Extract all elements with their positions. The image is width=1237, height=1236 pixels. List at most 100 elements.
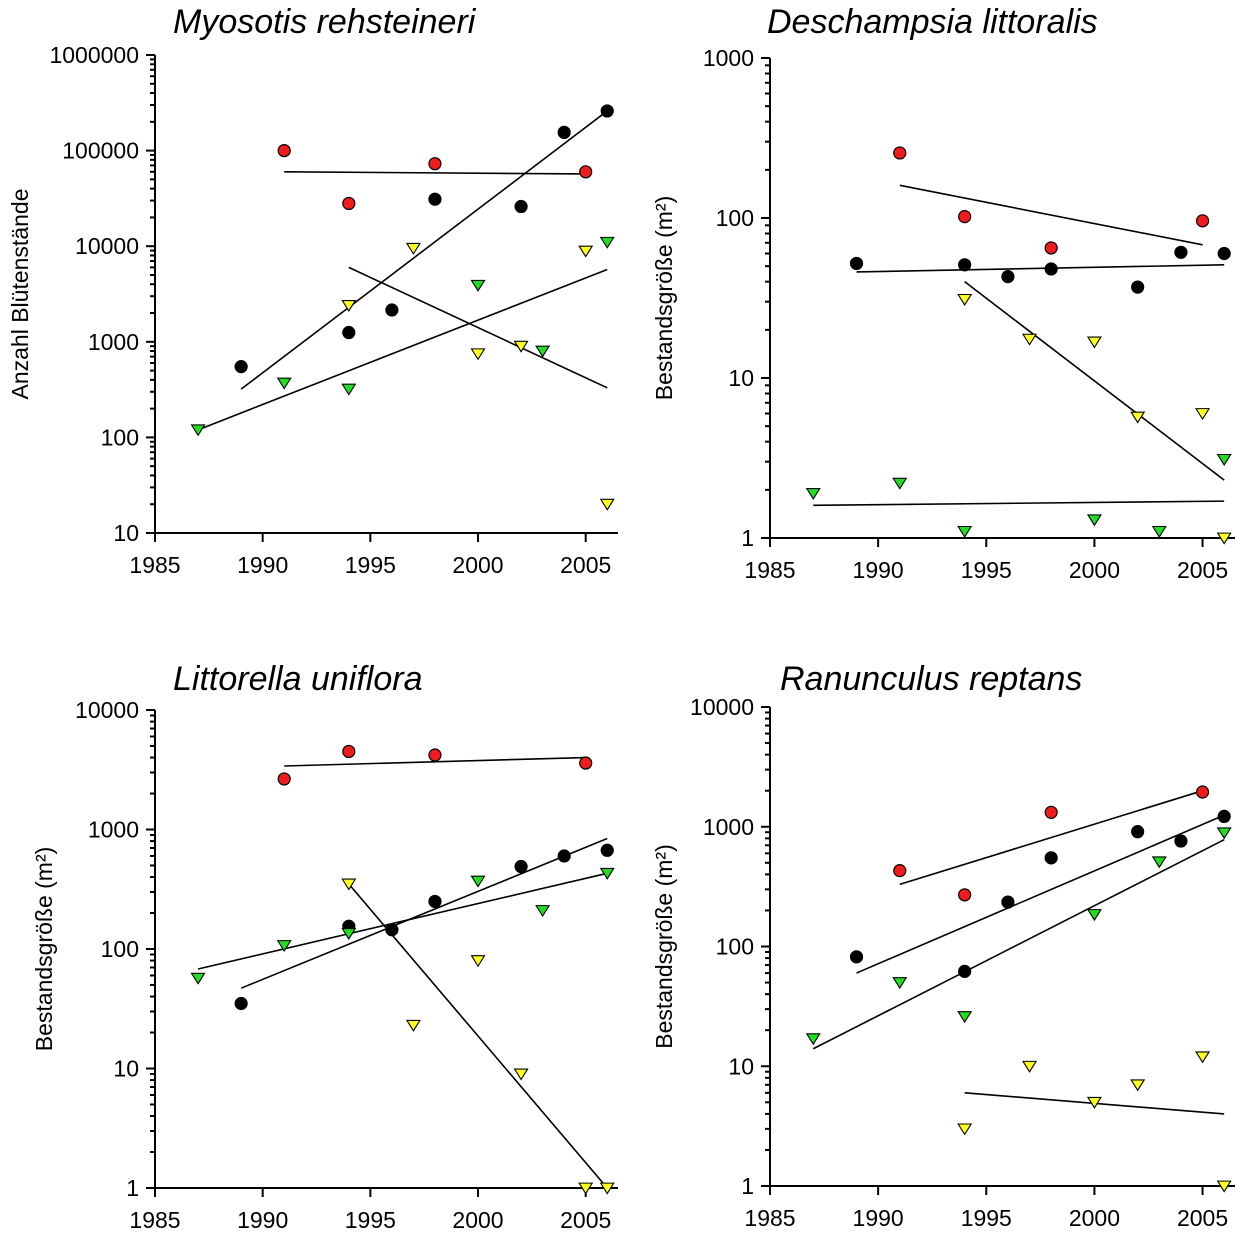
- y-tick-label: 10000: [75, 697, 139, 723]
- x-tick-label: 1985: [744, 557, 795, 583]
- x-tick-label: 1990: [853, 1205, 904, 1231]
- trend-line-black: [240, 110, 608, 390]
- y-tick-label: 1: [126, 1175, 139, 1201]
- y-tick-label: 10: [728, 365, 754, 391]
- y-tick-label: 100: [716, 934, 754, 960]
- data-point-green-2003: [535, 905, 551, 918]
- panel-littorella-uniflora: Littorella uniflora Bestandsgröße (m²) 1 10…: [31, 660, 618, 1233]
- data-point-black-2004: [557, 125, 571, 140]
- data-point-green-2006: [1216, 453, 1232, 466]
- x-tick-label: 1995: [345, 1207, 396, 1233]
- data-point-yellow-1997: [405, 242, 421, 255]
- data-point-yellow-1994: [957, 1123, 973, 1136]
- x-tick-label: 2000: [1069, 557, 1120, 583]
- x-tick-label: 2000: [452, 552, 503, 578]
- trend-line-green: [197, 268, 608, 431]
- x-tick-label: 1990: [237, 552, 288, 578]
- data-point-black-2006: [1217, 809, 1231, 824]
- x-tick-label: 2005: [1177, 557, 1228, 583]
- y-axis-label: Bestandsgröße (m²): [651, 196, 677, 401]
- data-point-green-2000: [1086, 909, 1102, 922]
- data-point-red-1991: [277, 772, 291, 786]
- data-point-black-1989: [849, 950, 864, 964]
- data-point-black-1996: [1001, 270, 1015, 284]
- y-tick-label: 10: [113, 520, 139, 546]
- data-point-yellow-2000: [470, 348, 486, 361]
- data-point-yellow-1994: [341, 300, 357, 313]
- data-point-yellow-2006: [599, 498, 615, 511]
- trend-line-red: [899, 184, 1203, 246]
- data-point-green-1994: [957, 525, 973, 538]
- data-point-red-1998: [1044, 241, 1058, 255]
- data-point-green-2006: [1216, 827, 1232, 840]
- y-tick-label: 1000: [703, 814, 754, 840]
- y-tick-label: 100: [716, 205, 754, 231]
- chart-title: Myosotis rehsteineri: [173, 3, 477, 41]
- y-tick-label: 1000: [88, 329, 139, 355]
- data-point-black-1996: [385, 303, 399, 317]
- panel-ranunculus-reptans: Ranunculus reptans Bestandsgröße (m²) 1 10 1…: [651, 660, 1235, 1231]
- data-point-red-1998: [428, 748, 442, 762]
- data-point-yellow-1994: [341, 878, 357, 891]
- y-axis-label: Bestandsgröße (m²): [31, 847, 57, 1052]
- x-tick-label: 1995: [961, 1205, 1012, 1231]
- data-point-yellow-2000: [470, 955, 486, 968]
- data-point-yellow-2006: [599, 1182, 615, 1195]
- data-point-yellow-1997: [405, 1019, 421, 1032]
- data-point-red-1998: [1044, 805, 1058, 819]
- data-point-yellow-2005: [1195, 408, 1211, 421]
- data-point-black-2002: [514, 859, 528, 874]
- panel-deschampsia-littoralis: Deschampsia littoralis Bestandsgröße (m²)…: [651, 3, 1235, 583]
- data-point-red-2005: [579, 756, 593, 770]
- data-point-yellow-2006: [1216, 532, 1232, 545]
- chart-title: Littorella uniflora: [173, 660, 422, 698]
- trend-line-green: [813, 500, 1225, 507]
- data-point-red-1991: [277, 144, 291, 158]
- data-point-black-2002: [1131, 280, 1145, 294]
- data-point-green-2003: [1151, 856, 1167, 869]
- data-point-black-1994: [958, 258, 972, 272]
- data-point-yellow-2005: [578, 245, 594, 258]
- data-point-red-2005: [1195, 214, 1210, 228]
- data-point-black-1989: [234, 996, 248, 1011]
- x-tick-label: 1985: [129, 1207, 180, 1233]
- data-point-yellow-2002: [1130, 1079, 1146, 1092]
- data-point-green-1991: [892, 977, 908, 990]
- data-point-yellow-2000: [1086, 336, 1102, 349]
- x-tick-label: 2005: [560, 1207, 611, 1233]
- x-tick-label: 2005: [1177, 1205, 1228, 1231]
- data-point-green-1987: [190, 972, 206, 985]
- data-point-green-1987: [190, 424, 206, 437]
- trend-line-red: [284, 756, 586, 767]
- y-tick-label: 10: [728, 1053, 754, 1079]
- data-point-yellow-2002: [1130, 411, 1146, 424]
- data-point-yellow-1997: [1022, 1060, 1038, 1073]
- y-tick-label: 100000: [62, 138, 139, 164]
- data-point-black-1994: [342, 325, 356, 340]
- y-tick-label: 10: [113, 1056, 139, 1082]
- data-point-green-2003: [535, 345, 551, 358]
- data-point-yellow-2002: [513, 1068, 529, 1081]
- data-point-black-2006: [600, 843, 614, 857]
- x-tick-label: 1985: [744, 1205, 795, 1231]
- data-point-green-1987: [805, 1033, 821, 1046]
- x-tick-label: 1990: [237, 1207, 288, 1233]
- data-point-green-1994: [341, 928, 357, 940]
- y-tick-label: 1: [741, 1173, 754, 1199]
- data-point-black-2006: [1217, 246, 1231, 261]
- data-point-black-1998: [1044, 262, 1058, 276]
- data-point-green-1991: [276, 377, 292, 390]
- data-point-red-1994: [958, 888, 972, 902]
- data-point-black-2004: [1174, 834, 1188, 848]
- panel-myosotis-rehsteineri: Myosotis rehsteineri Anzahl Blütenstände 1…: [7, 3, 618, 578]
- trend-line-green: [812, 838, 1225, 1050]
- data-point-red-1998: [428, 157, 442, 171]
- data-point-black-2006: [600, 104, 614, 118]
- data-point-green-2000: [470, 279, 486, 292]
- data-point-red-2005: [1195, 785, 1210, 799]
- y-tick-label: 1: [741, 525, 754, 551]
- data-point-yellow-1997: [1022, 333, 1038, 346]
- x-tick-label: 2000: [452, 1207, 503, 1233]
- data-point-black-2004: [1174, 245, 1188, 259]
- data-point-black-1998: [428, 192, 442, 206]
